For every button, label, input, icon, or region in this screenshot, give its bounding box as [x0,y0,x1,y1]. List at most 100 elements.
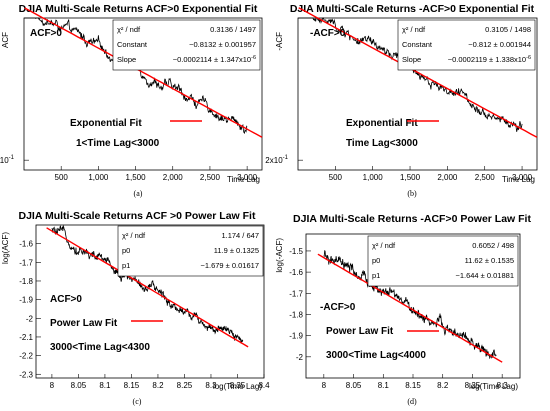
plot-area-b: 500 1,000 1,500 2,000 2,500 3,000 2x10-1 χ² / n… [265,7,538,182]
caption-d: (d) [407,397,417,406]
x-tick-label: 8.3 [497,381,509,390]
stats-row-label: p1 [122,261,130,270]
y-tick-label: -2 [26,314,34,323]
stats-row-label: χ² / ndf [117,25,141,34]
stats-row-label: χ² / ndf [372,241,396,250]
panel-a: DJIA Multi-Scale Returns ACF>0 Exponenti… [0,3,263,198]
y-tick-label: -1.8 [289,310,303,319]
x-tick-label: 2,000 [437,173,458,182]
x-tick-label: 8.2 [437,381,449,390]
stats-box [117,225,264,277]
x-tick-label: 8.1 [99,381,111,390]
series-annotation: -ACF>0 [320,302,356,313]
y-tick-label: -1.8 [19,277,33,286]
stats-row-value: 0.6052 / 498 [472,241,514,250]
y-tick-label: -2 [296,353,304,362]
x-tick-label: 8.15 [124,381,140,390]
x-tick-label: 8.35 [230,381,246,390]
stats-row-label: χ² / ndf [122,231,146,240]
x-axis-label-c: log(Time Lag) [213,382,262,391]
stats-row-label: Slope [402,55,421,64]
stats-row-label: Constant [402,40,433,49]
y-tick-label: -2.2 [19,352,33,361]
range-annotation: Time Lag<3000 [346,138,418,149]
series-annotation: ACF>0 [50,294,82,305]
stats-row-value: −0.0002119 ± 1.338x10-6 [448,55,531,64]
x-axis-label-a: Time Lag [227,175,260,184]
x-tick-label: 8.25 [177,381,193,390]
y-tick-label: 2x10-1 [0,155,15,165]
y-axis-label-c: log(ACF) [1,232,10,264]
stats-box [112,19,261,71]
data-series [51,224,244,344]
y-tick-label: -1.9 [19,296,33,305]
stats-row-label: p1 [372,271,380,280]
range-annotation: 1<Time Lag<3000 [76,138,160,149]
panel-c: DJIA Multi-Scale Returns ACF >0 Power La… [1,210,270,406]
stats-row-value: −0.812 ± 0.001944 [468,40,531,49]
fit-line [298,7,538,138]
y-axis-label-a: ACF [1,32,10,48]
stats-box [397,19,536,71]
y-tick-label: -1.6 [19,240,33,249]
x-tick-label: 8.1 [378,381,390,390]
plot-area-c: 8 8.05 8.1 8.15 8.2 8.25 8.3 8.35 8.4 -1.6 -1.7 -1.… [19,224,270,390]
stats-row-value: −0.0002114 ± 1.347x10-6 [173,55,256,64]
series-annotation: -ACF>0 [310,28,346,39]
stats-row-label: p0 [122,246,130,255]
chart-title-c: DJIA Multi-Scale Returns ACF >0 Power La… [19,210,256,222]
fit-annotation: Power Law Fit [326,326,394,337]
plot-frame [35,224,265,379]
y-tick-label: -1.7 [289,289,303,298]
x-tick-label: 500 [55,173,69,182]
panel-d: DJIA Multi-Scale Returns -ACF>0 Power La… [275,213,531,406]
stats-row-value: 1.174 / 647 [221,231,259,240]
y-axis-label-d: log(-ACF) [275,238,284,273]
fit-line [317,253,503,363]
stats-box [367,235,519,287]
x-tick-label: 8.3 [205,381,217,390]
fit-annotation: Exponential Fit [346,118,418,129]
x-tick-label: 8.05 [346,381,362,390]
stats-row-value: −1.679 ± 0.01617 [200,261,259,270]
caption-b: (b) [407,189,417,198]
panel-b: DJIA Multi-SCale Returns -ACF>0 Exponent… [265,3,538,198]
x-tick-label: 8 [322,381,327,390]
fit-annotation: Exponential Fit [70,118,142,129]
plot-area-d: 8 8.05 8.1 8.15 8.2 8.25 8.3 -1.5 -1.6 -1.7 -1.8 -1… [289,233,521,390]
x-tick-label: 3,000 [512,173,533,182]
stats-row-label: Slope [117,55,136,64]
stats-row-value: 0.3136 / 1497 [210,25,256,34]
fit-line [46,227,249,348]
x-tick-label: 500 [329,173,343,182]
stats-row-value: −0.8132 ± 0.001957 [189,40,256,49]
x-tick-label: 2,500 [475,173,496,182]
x-tick-label: 1,500 [400,173,421,182]
range-annotation: 3000<Time Lag<4300 [50,342,150,353]
x-tick-label: 1,000 [88,173,109,182]
stats-row-value: 11.62 ± 0.1535 [465,256,514,265]
x-tick-label: 8.15 [405,381,421,390]
x-tick-label: 8.25 [465,381,481,390]
x-tick-label: 2,500 [200,173,221,182]
x-tick-label: 2,000 [163,173,184,182]
plot-area-a: 500 1,000 1,500 2,000 2,500 3,000 2x10-1 χ² / n… [0,7,263,182]
x-tick-label: 8 [50,381,55,390]
stats-row-label: χ² / ndf [402,25,426,34]
y-tick-label: -1.7 [19,258,33,267]
x-tick-label: 8.2 [152,381,164,390]
fit-line [24,7,263,138]
y-tick-label: -1.5 [289,247,303,256]
x-tick-label: 1,500 [126,173,147,182]
caption-a: (a) [134,189,143,198]
x-axis-label-b: Time Lag [502,175,535,184]
stats-row-label: p0 [372,256,380,265]
caption-c: (c) [133,397,142,406]
y-tick-label: 2x10-1 [265,155,288,165]
chart-title-a: DJIA Multi-Scale Returns ACF>0 Exponenti… [19,3,258,15]
chart-title-d: DJIA Multi-Scale Returns -ACF>0 Power La… [293,213,531,225]
y-tick-label: -1.9 [289,332,303,341]
x-axis-label-d: log(Time Lag) [469,382,518,391]
x-tick-label: 8.05 [71,381,87,390]
